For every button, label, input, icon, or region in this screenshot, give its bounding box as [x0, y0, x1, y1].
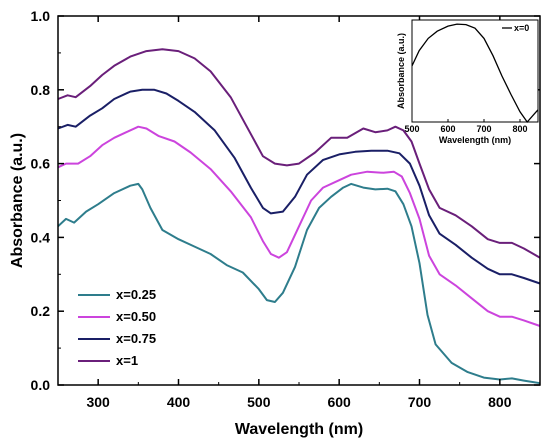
legend-label: x=0.75 [116, 331, 156, 346]
inset-legend-label: x=0 [514, 23, 529, 33]
series-line-2 [57, 88, 541, 285]
inset-x-tick-label: 700 [476, 124, 491, 134]
y-tick-label: 1.0 [31, 8, 51, 24]
y-tick-label: 0.8 [31, 82, 51, 98]
y-tick-label: 0.6 [31, 156, 51, 172]
x-tick-label: 400 [167, 394, 191, 410]
y-tick-label: 0.4 [31, 229, 51, 245]
x-tick-label: 800 [488, 394, 512, 410]
inset-x-tick-label: 500 [404, 124, 419, 134]
inset-series-line [411, 23, 539, 124]
y-tick-label: 0.0 [31, 377, 51, 393]
x-tick-label: 500 [247, 394, 271, 410]
inset-frame [411, 19, 539, 123]
x-axis-title: Wavelength (nm) [235, 421, 363, 438]
x-tick-label: 600 [327, 394, 351, 410]
x-tick-label: 300 [86, 394, 110, 410]
legend-label: x=0.50 [116, 309, 156, 324]
inset-x-tick-label: 600 [440, 124, 455, 134]
inset-y-axis-title: Absorbance (a.u.) [396, 33, 406, 109]
inset-x-axis-title: Wavelength (nm) [439, 135, 511, 145]
series-line-0 [57, 182, 541, 385]
series-line-1 [57, 125, 541, 327]
legend-label: x=0.25 [116, 287, 156, 302]
series-line-3 [57, 48, 541, 259]
inset-x-tick-label: 800 [512, 124, 527, 134]
x-tick-label: 700 [408, 394, 432, 410]
legend-label: x=1 [116, 353, 138, 368]
y-axis-title: Absorbance (a.u.) [9, 133, 26, 268]
y-tick-label: 0.2 [31, 303, 51, 319]
